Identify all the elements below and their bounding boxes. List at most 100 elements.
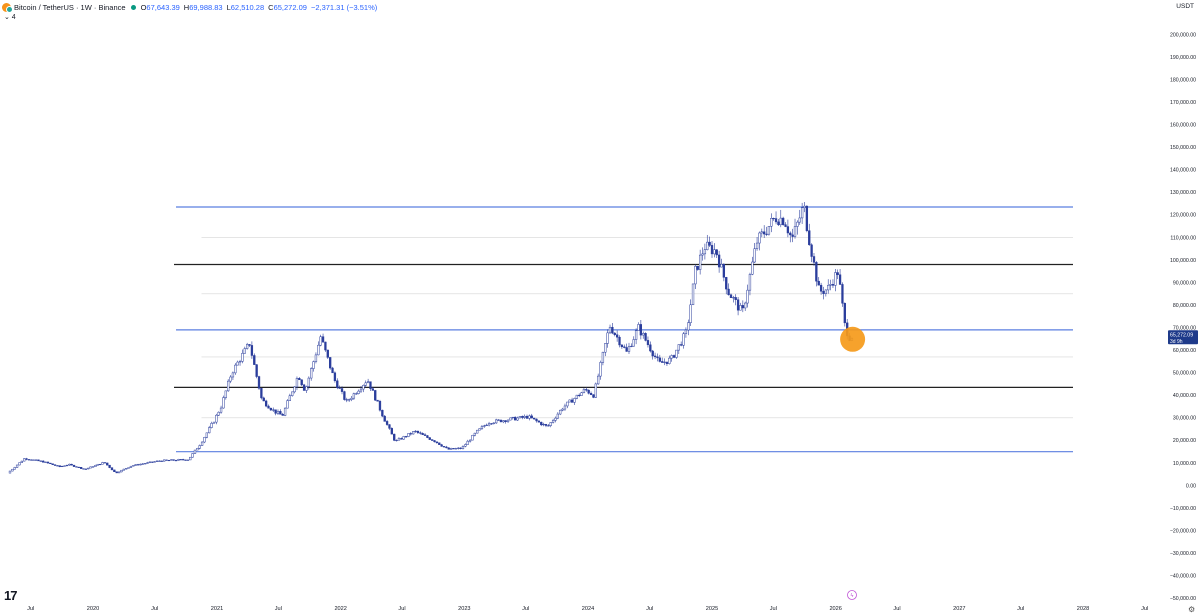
tradingview-logo[interactable]: 17	[4, 588, 18, 603]
candle-down	[383, 415, 386, 422]
candle-down	[736, 299, 740, 311]
candle-down	[722, 264, 726, 278]
candle-down	[615, 334, 619, 338]
price-tick-label: 70,000.00	[1173, 325, 1196, 331]
candle-up	[170, 459, 173, 461]
candle-up	[314, 354, 318, 362]
candle-up	[18, 462, 21, 466]
candle-up	[317, 344, 320, 356]
candle-down	[841, 284, 844, 304]
candle-up	[454, 448, 458, 450]
candle-up	[594, 383, 597, 398]
candle-up	[224, 390, 227, 398]
candle-down	[727, 288, 730, 296]
candle-up	[243, 348, 246, 354]
price-axis[interactable]: −50,000.00 −40,000.00 −30,000.00 −20,000.00…	[1170, 32, 1196, 602]
price-tag-bg	[1168, 330, 1198, 345]
candle-down	[172, 459, 175, 461]
candle-down	[537, 420, 541, 423]
lightning-icon-ring	[847, 590, 857, 600]
candle-down	[56, 465, 59, 467]
currency-selector[interactable]: USDT	[1176, 3, 1194, 10]
candle-down	[831, 284, 835, 286]
candle-down	[404, 436, 408, 438]
candle-down	[646, 340, 650, 346]
candle-down	[269, 407, 273, 411]
candle-up	[144, 463, 147, 465]
candle-down	[279, 411, 282, 415]
candle-up	[755, 242, 759, 249]
candle-down	[497, 419, 500, 421]
candle-down	[103, 462, 107, 464]
candle-up	[528, 415, 531, 419]
candle-down	[772, 218, 775, 220]
candle-down	[30, 459, 33, 461]
price-tick-label: 20,000.00	[1173, 438, 1196, 444]
event-marker[interactable]: ϟ	[847, 590, 857, 600]
time-tick-label: Jul	[398, 606, 405, 612]
candle-down	[255, 364, 258, 377]
symbol-legend[interactable]: Bitcoin / TetherUS · 1W · Binance O 67,6…	[2, 1, 381, 13]
candle-down	[782, 217, 785, 225]
candle-down	[535, 418, 538, 422]
candle-up	[502, 420, 505, 423]
candle-down	[547, 425, 550, 427]
price-tick-label: 80,000.00	[1173, 303, 1196, 309]
candle-down	[84, 468, 88, 470]
candle-up	[96, 463, 99, 466]
candle-up	[120, 469, 123, 473]
candle-up	[642, 333, 645, 336]
candle-up	[215, 414, 218, 423]
candle-up	[139, 463, 142, 466]
candle-up	[834, 272, 837, 286]
time-axis[interactable]: Jul 2020 Jul 2021 Jul 2022 Jul 2023 Jul 2024 Jul 20…	[27, 606, 1148, 612]
candle-up	[246, 344, 249, 349]
price-tick-label: 0.00	[1186, 483, 1196, 489]
time-tick-label: 2025	[706, 606, 718, 612]
legend-collapse-button[interactable]: ⌄ 4	[4, 14, 16, 21]
candle-up	[153, 461, 156, 463]
horizontal-levels[interactable]	[174, 206, 1073, 453]
grid-lines	[201, 237, 1073, 419]
candle-down	[136, 464, 140, 466]
candle-up	[573, 398, 576, 403]
candle-down	[656, 356, 659, 359]
candle-up	[670, 355, 673, 359]
time-tick-label: 2027	[953, 606, 965, 612]
candle-up	[217, 411, 220, 416]
candle-up	[63, 465, 66, 467]
candle-up	[509, 417, 512, 421]
candle-down	[371, 388, 375, 391]
candle-down	[388, 424, 391, 429]
candle-up	[402, 436, 405, 440]
candle-down	[248, 344, 251, 346]
symbol-title[interactable]: Bitcoin / TetherUS · 1W · Binance	[14, 2, 126, 12]
candle-down	[774, 218, 778, 223]
candle-up	[796, 221, 799, 227]
candle-up	[15, 464, 19, 468]
candle-down	[267, 405, 270, 409]
settings-gear-icon[interactable]: ⚙	[1188, 605, 1196, 614]
price-tick-label: −50,000.00	[1170, 596, 1196, 602]
candle-down	[777, 221, 780, 226]
candle-up	[800, 207, 804, 219]
candle-up	[559, 409, 562, 415]
candle-down	[34, 459, 38, 461]
candle-up	[87, 467, 90, 470]
candle-up	[684, 329, 688, 334]
candle-down	[589, 393, 593, 395]
price-tick-label: 40,000.00	[1173, 393, 1196, 399]
candle-down	[805, 205, 809, 231]
candle-down	[708, 241, 711, 246]
candle-down	[336, 380, 339, 389]
candle-up	[829, 284, 832, 286]
candle-down	[160, 460, 163, 462]
price-tick-label: 100,000.00	[1170, 258, 1196, 264]
candle-up	[238, 361, 242, 363]
candle-up	[601, 351, 605, 363]
candle-up	[495, 419, 498, 424]
candle-down	[385, 421, 389, 425]
candle-down	[419, 432, 422, 434]
candle-up	[608, 326, 612, 334]
